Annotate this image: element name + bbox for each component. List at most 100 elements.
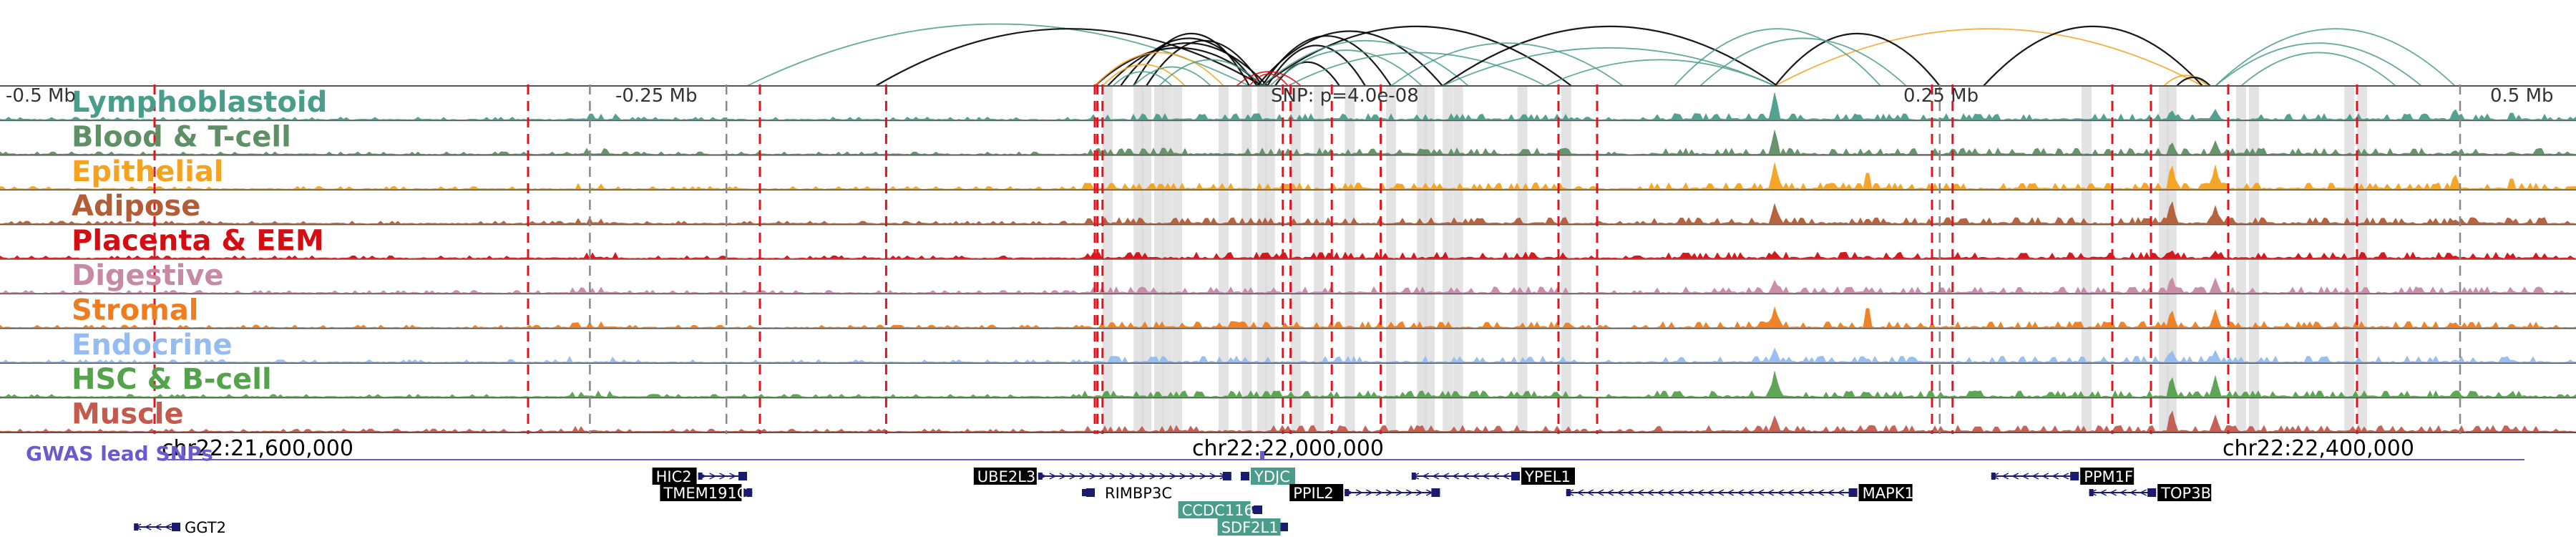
gene-label: MAPK1 xyxy=(1863,485,1914,502)
gene-label-box xyxy=(973,468,1037,485)
strand-arrow xyxy=(1415,489,1423,496)
strand-arrow xyxy=(1797,489,1805,496)
top-axis-label: -0.5 Mb xyxy=(6,85,76,107)
strand-arrow xyxy=(1452,473,1460,480)
strand-arrow xyxy=(1199,473,1207,480)
gene-exon xyxy=(1086,488,1095,497)
gwas-lead-snp xyxy=(1260,451,1264,460)
signal-track-2 xyxy=(0,163,2576,190)
gene-label: SDF2L1 xyxy=(1221,519,1279,536)
gene-exon xyxy=(172,523,180,531)
strand-arrow xyxy=(1616,489,1624,496)
strand-arrow xyxy=(1129,473,1137,480)
interaction-arc xyxy=(1274,61,1340,87)
gene-exon xyxy=(1431,488,1440,497)
interaction-arc xyxy=(2176,76,2211,87)
track-label: Digestive xyxy=(72,259,224,292)
coordinate-axis: -0.5 Mb -0.25 Mb 0.25 Mb 0.5 Mb SNP: p=4.0e-… xyxy=(6,85,2554,465)
strand-arrow xyxy=(1169,473,1177,480)
gene-label-box xyxy=(2080,468,2135,485)
strand-arrow xyxy=(1717,489,1724,496)
strand-arrow xyxy=(1747,489,1755,496)
strand-arrow xyxy=(1697,489,1704,496)
interaction-arc xyxy=(1249,73,1289,87)
strand-arrow xyxy=(1807,489,1815,496)
gene-exon xyxy=(1991,473,1996,480)
strand-arrow xyxy=(1576,489,1584,496)
strand-arrow xyxy=(709,473,717,480)
interaction-arc xyxy=(1102,64,1186,87)
interaction-arc xyxy=(1983,25,2203,87)
strand-arrow xyxy=(1139,473,1147,480)
strand-arrow xyxy=(719,473,727,480)
gene-label: TOP3B xyxy=(2160,485,2211,502)
gene-exon xyxy=(2147,488,2157,497)
interaction-arc xyxy=(1262,35,1392,87)
gene-label: PPIL2 xyxy=(1293,485,1334,502)
strand-arrow xyxy=(1049,473,1057,480)
interaction-arcs xyxy=(746,23,2456,87)
gene-exon xyxy=(744,489,749,496)
interaction-arc xyxy=(1158,59,1263,87)
strand-arrow xyxy=(1667,489,1674,496)
strand-arrow xyxy=(1109,473,1117,480)
strand-arrow xyxy=(1442,473,1450,480)
strand-arrow xyxy=(1462,473,1470,480)
interaction-arc xyxy=(1774,32,1941,87)
track-label: Muscle xyxy=(72,398,184,431)
strand-arrow xyxy=(1827,489,1835,496)
strand-arrow xyxy=(1727,489,1735,496)
signal-track-8 xyxy=(0,371,2576,398)
track-label: HSC & B-cell xyxy=(72,363,272,396)
strand-arrow xyxy=(2099,489,2107,496)
top-axis-label: -0.25 Mb xyxy=(615,85,697,107)
strand-arrow xyxy=(1677,489,1684,496)
strand-arrow xyxy=(1099,473,1107,480)
track-frame xyxy=(0,85,2576,433)
strand-arrow xyxy=(1596,489,1604,496)
strand-arrow xyxy=(1149,473,1157,480)
strand-arrow xyxy=(164,523,172,531)
gene-label: YPEL1 xyxy=(1524,468,1571,485)
track-label: Lymphoblastoid xyxy=(72,86,327,119)
interaction-arc xyxy=(875,28,1263,87)
snp-label: SNP: p=4.0e-08 xyxy=(1271,85,1419,107)
strand-arrow xyxy=(2139,489,2147,496)
strand-arrow xyxy=(729,473,737,480)
top-axis-label: 0.5 Mb xyxy=(2490,85,2554,107)
strand-arrow xyxy=(1636,489,1644,496)
interaction-arc xyxy=(1287,52,1546,87)
strand-arrow xyxy=(1089,473,1097,480)
interaction-arc xyxy=(1267,44,1366,87)
gene-exon xyxy=(1566,489,1571,496)
strand-arrow xyxy=(1209,473,1217,480)
interaction-arc xyxy=(1133,33,1250,87)
strand-arrow xyxy=(1657,489,1664,496)
interaction-arc xyxy=(2163,74,2208,87)
gene-exon xyxy=(1038,473,1043,480)
interaction-arc xyxy=(1774,28,2203,87)
gwas-track-label: GWAS lead SNPs xyxy=(26,442,213,465)
strand-arrow xyxy=(1395,489,1403,496)
gene-label: HIC2 xyxy=(656,468,692,485)
strand-arrow xyxy=(1179,473,1187,480)
interaction-arc xyxy=(1146,39,1263,87)
gene-label-box xyxy=(652,468,697,485)
gene-exon xyxy=(1848,488,1858,497)
track-label: Epithelial xyxy=(72,155,224,188)
gene-label: CCDC116 xyxy=(1182,502,1254,519)
strand-arrow xyxy=(1626,489,1634,496)
signal-track-7 xyxy=(0,347,2576,363)
track-label: Placenta & EEM xyxy=(72,225,324,258)
gene-label-box xyxy=(1858,484,1913,501)
interaction-arc xyxy=(1094,52,1224,87)
strand-arrow xyxy=(1817,489,1825,496)
strand-arrow xyxy=(1365,489,1373,496)
track-label: Stromal xyxy=(72,294,199,326)
gene-exon xyxy=(1082,489,1086,496)
gene-exon xyxy=(2070,472,2079,480)
gene-label-box xyxy=(660,484,742,501)
strand-arrow xyxy=(1079,473,1087,480)
